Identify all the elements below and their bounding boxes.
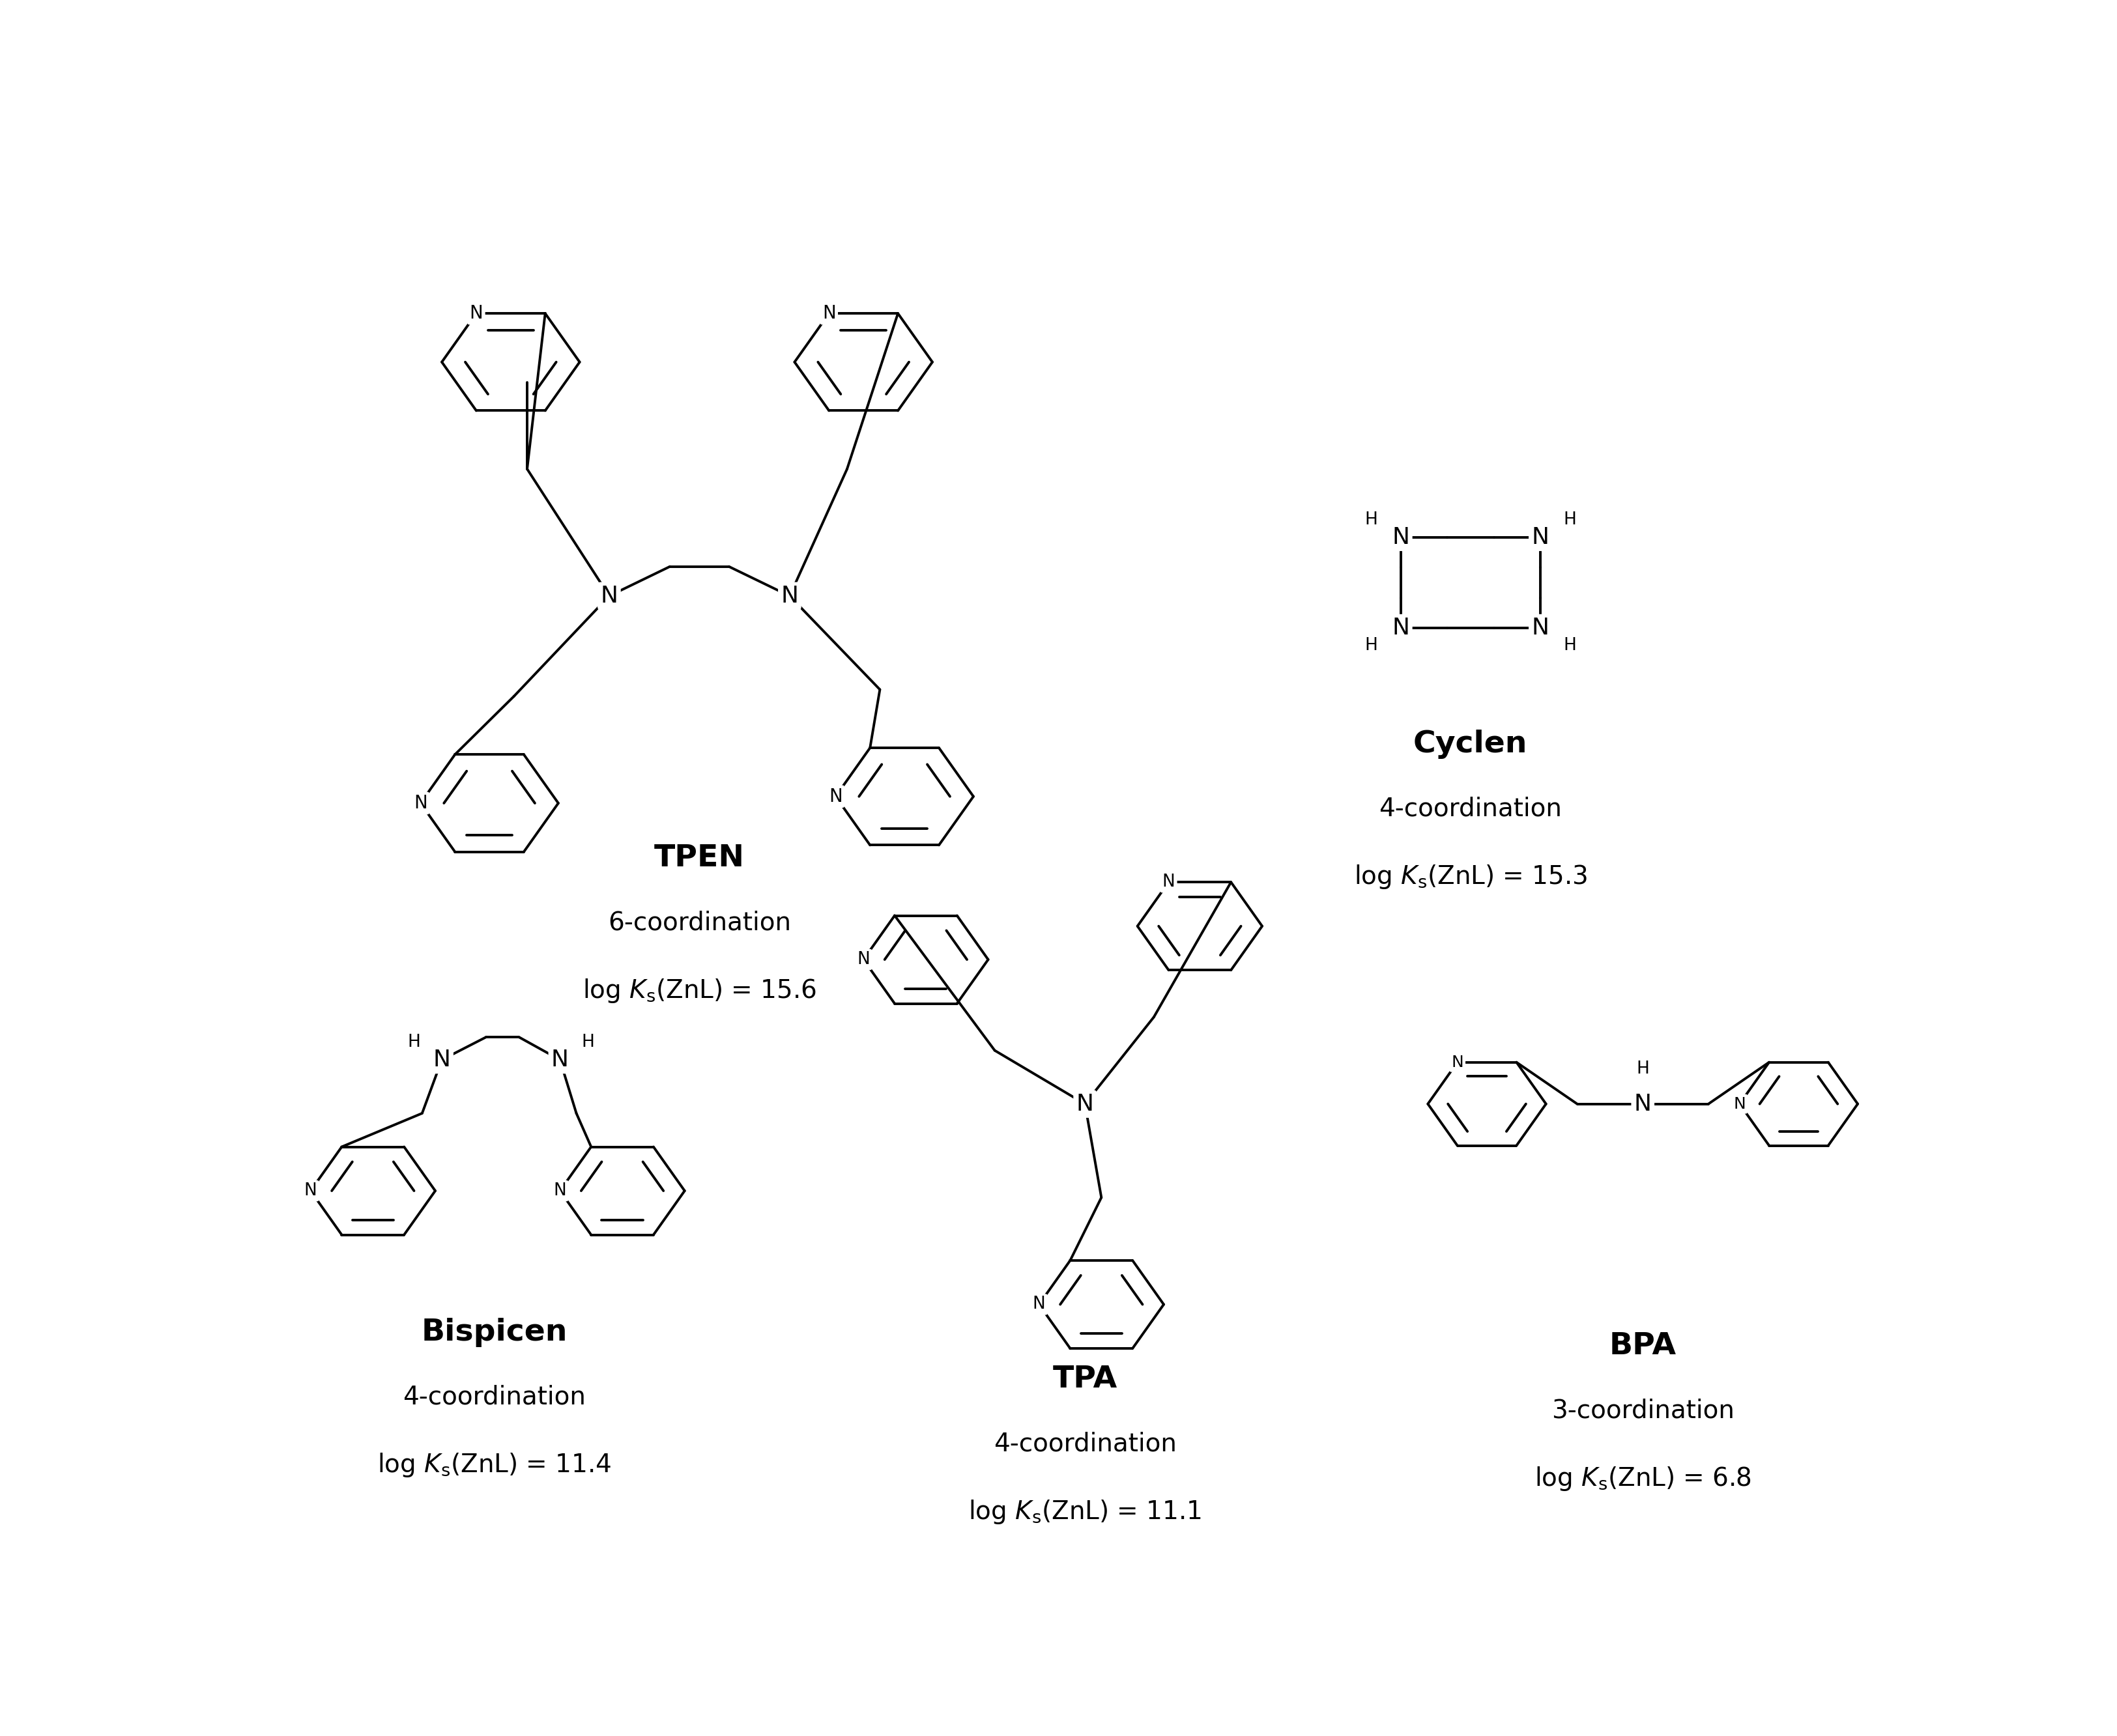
Text: TPEN: TPEN (654, 844, 745, 873)
Text: 6-coordination: 6-coordination (608, 910, 792, 936)
Text: N: N (601, 585, 618, 608)
Text: Bispicen: Bispicen (421, 1318, 567, 1347)
Text: BPA: BPA (1609, 1332, 1677, 1361)
Text: H: H (1562, 512, 1577, 528)
Text: N: N (1393, 526, 1410, 549)
Text: N: N (305, 1182, 318, 1200)
Text: log $\it{K}_\mathrm{s}$(ZnL) = 11.4: log $\it{K}_\mathrm{s}$(ZnL) = 11.4 (377, 1451, 612, 1479)
Text: log $\it{K}_\mathrm{s}$(ZnL) = 6.8: log $\it{K}_\mathrm{s}$(ZnL) = 6.8 (1535, 1465, 1751, 1493)
Text: N: N (1531, 616, 1550, 639)
Text: 4-coordination: 4-coordination (993, 1432, 1177, 1457)
Text: N: N (1734, 1095, 1747, 1111)
Text: N: N (821, 304, 836, 323)
Text: N: N (857, 951, 870, 969)
Text: N: N (1531, 526, 1550, 549)
Text: H: H (1562, 637, 1577, 654)
Text: H: H (406, 1035, 421, 1050)
Text: N: N (1393, 616, 1410, 639)
Text: N: N (1452, 1054, 1463, 1069)
Text: N: N (1162, 873, 1175, 891)
Text: N: N (1075, 1094, 1094, 1115)
Text: H: H (582, 1035, 595, 1050)
Text: H: H (1636, 1061, 1649, 1076)
Text: H: H (1365, 512, 1378, 528)
Text: N: N (550, 1049, 569, 1071)
Text: N: N (1033, 1297, 1046, 1312)
Text: Cyclen: Cyclen (1414, 729, 1528, 759)
Text: N: N (413, 793, 428, 812)
Text: log $\it{K}_\mathrm{s}$(ZnL) = 11.1: log $\it{K}_\mathrm{s}$(ZnL) = 11.1 (967, 1498, 1202, 1526)
Text: N: N (1634, 1094, 1651, 1115)
Text: N: N (553, 1182, 567, 1200)
Text: log $\it{K}_\mathrm{s}$(ZnL) = 15.6: log $\it{K}_\mathrm{s}$(ZnL) = 15.6 (582, 977, 817, 1005)
Text: 4-coordination: 4-coordination (1378, 797, 1562, 821)
Text: N: N (830, 788, 843, 806)
Text: 3-coordination: 3-coordination (1552, 1397, 1734, 1424)
Text: N: N (781, 585, 798, 608)
Text: log $\it{K}_\mathrm{s}$(ZnL) = 15.3: log $\it{K}_\mathrm{s}$(ZnL) = 15.3 (1353, 863, 1588, 891)
Text: 4-coordination: 4-coordination (402, 1385, 586, 1410)
Text: TPA: TPA (1052, 1364, 1118, 1394)
Text: N: N (470, 304, 483, 323)
Text: H: H (1365, 637, 1378, 654)
Text: N: N (434, 1049, 451, 1071)
